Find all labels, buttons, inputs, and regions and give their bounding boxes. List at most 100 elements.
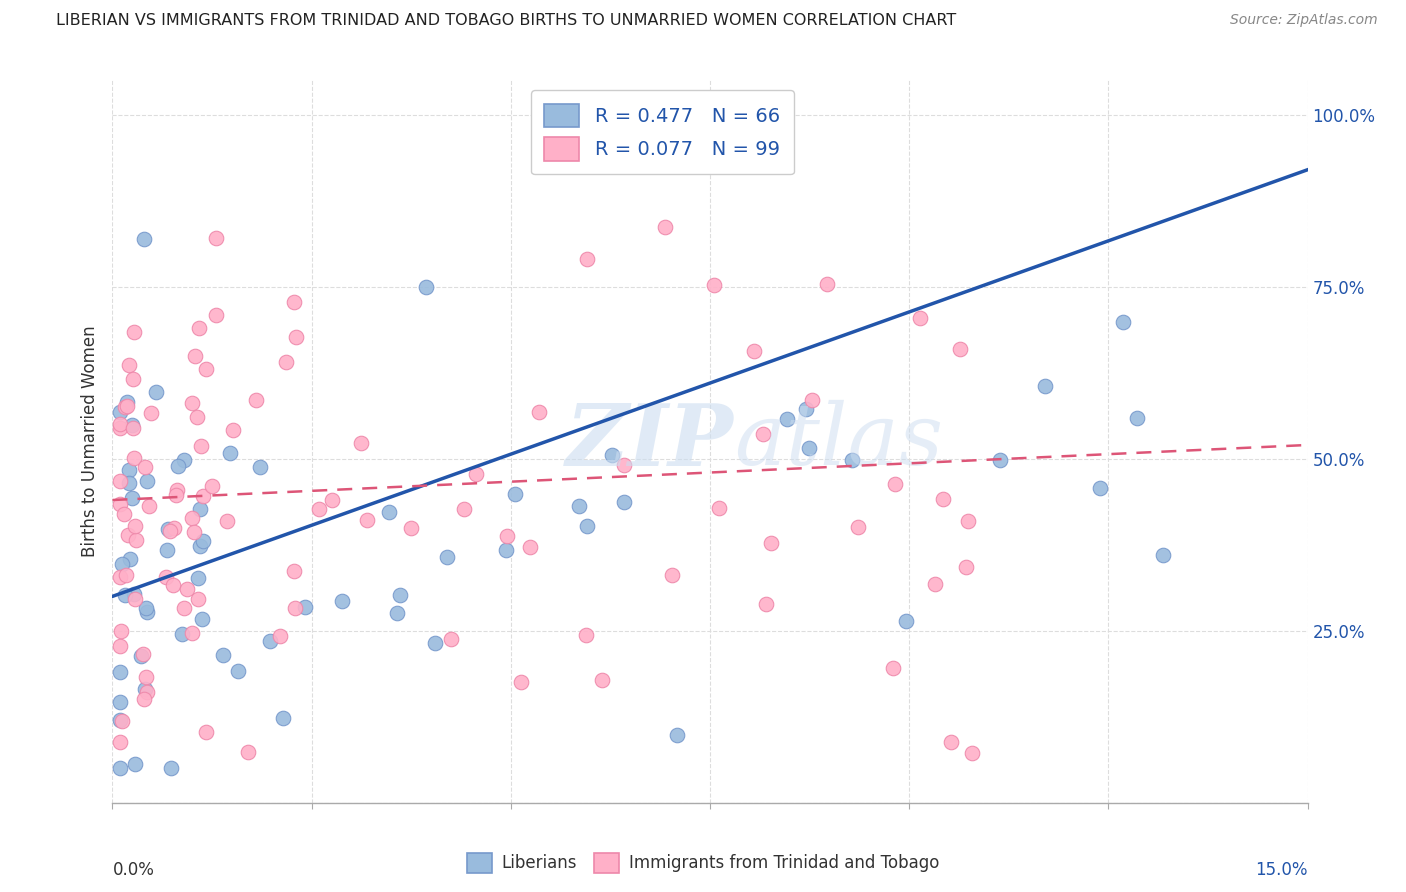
Point	[215, 514, 238, 528]
Point	[815, 277, 838, 292]
Point	[846, 519, 869, 533]
Point	[181, 396, 204, 410]
Point	[136, 474, 159, 488]
Point	[135, 685, 157, 699]
Point	[389, 588, 412, 602]
Point	[188, 321, 211, 335]
Point	[249, 459, 271, 474]
Point	[496, 529, 519, 543]
Point	[519, 540, 541, 554]
Point	[576, 252, 599, 267]
Point	[465, 467, 488, 481]
Point	[134, 600, 156, 615]
Point	[115, 568, 138, 582]
Point	[356, 513, 378, 527]
Point	[110, 665, 132, 680]
Point	[294, 599, 316, 614]
Point	[321, 493, 343, 508]
Text: 0.0%: 0.0%	[112, 861, 155, 879]
Point	[575, 628, 598, 642]
Point	[188, 539, 211, 553]
Point	[330, 593, 353, 607]
Point	[124, 757, 146, 772]
Point	[170, 627, 193, 641]
Point	[129, 648, 152, 663]
Point	[453, 501, 475, 516]
Point	[110, 713, 132, 727]
Point	[797, 441, 820, 455]
Point	[122, 421, 145, 435]
Point	[159, 524, 181, 539]
Point	[960, 747, 983, 761]
Point	[908, 311, 931, 326]
Point	[894, 614, 917, 628]
Point	[122, 325, 145, 339]
Point	[613, 458, 636, 472]
Point	[110, 417, 132, 432]
Point	[110, 624, 132, 639]
Point	[195, 361, 218, 376]
Point	[259, 633, 281, 648]
Point	[121, 372, 143, 386]
Point	[110, 735, 132, 749]
Point	[111, 558, 134, 572]
Point	[166, 483, 188, 497]
Point	[188, 501, 211, 516]
Point	[276, 355, 298, 369]
Point	[527, 405, 550, 419]
Point	[187, 592, 209, 607]
Point	[155, 542, 177, 557]
Point	[183, 524, 205, 539]
Point	[181, 626, 204, 640]
Point	[509, 675, 531, 690]
Point	[600, 448, 623, 462]
Point	[138, 500, 160, 514]
Point	[145, 385, 167, 400]
Point	[162, 521, 184, 535]
Point	[117, 528, 139, 542]
Point	[120, 551, 142, 566]
Point	[134, 681, 156, 696]
Point	[285, 330, 308, 344]
Point	[156, 522, 179, 536]
Point	[350, 436, 373, 450]
Text: ZIP: ZIP	[567, 400, 734, 483]
Legend: R = 0.477   N = 66, R = 0.077   N = 99: R = 0.477 N = 66, R = 0.077 N = 99	[531, 90, 793, 175]
Point	[162, 578, 184, 592]
Point	[1112, 315, 1135, 329]
Point	[955, 560, 977, 574]
Point	[236, 746, 259, 760]
Point	[222, 423, 245, 437]
Point	[378, 505, 401, 519]
Point	[567, 499, 589, 513]
Point	[121, 491, 143, 505]
Point	[159, 761, 181, 775]
Point	[654, 220, 676, 235]
Point	[709, 501, 731, 516]
Point	[190, 438, 212, 452]
Point	[752, 427, 775, 442]
Point	[801, 392, 824, 407]
Point	[1088, 481, 1111, 495]
Point	[191, 612, 214, 626]
Point	[122, 450, 145, 465]
Point	[591, 673, 613, 687]
Point	[134, 460, 156, 475]
Text: 15.0%: 15.0%	[1256, 861, 1308, 879]
Point	[184, 349, 207, 363]
Point	[205, 308, 228, 322]
Point	[112, 507, 135, 521]
Point	[228, 665, 250, 679]
Point	[191, 489, 214, 503]
Point	[110, 475, 132, 489]
Point	[186, 409, 208, 424]
Point	[115, 395, 138, 409]
Point	[219, 446, 242, 460]
Point	[439, 632, 461, 646]
Point	[110, 761, 132, 775]
Point	[308, 501, 330, 516]
Point	[495, 543, 517, 558]
Point	[284, 600, 307, 615]
Point	[195, 725, 218, 739]
Point	[124, 518, 146, 533]
